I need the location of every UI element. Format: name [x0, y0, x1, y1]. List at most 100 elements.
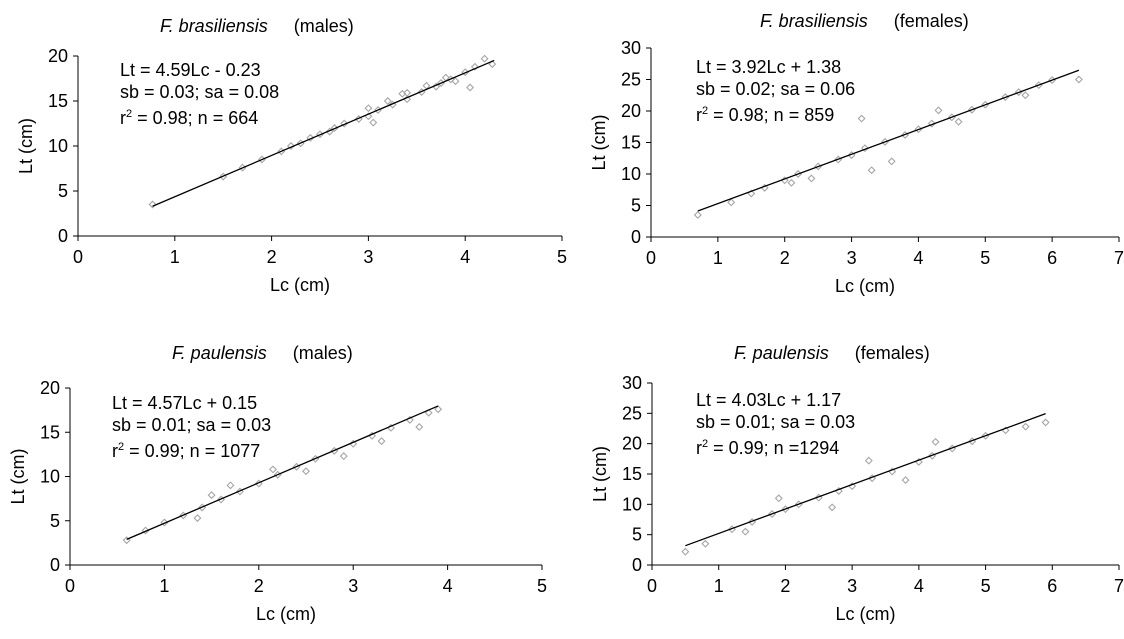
- data-point: [864, 456, 873, 465]
- x-tick-label: 4: [914, 576, 924, 596]
- regression-equation: Lt = 4.59Lc - 0.23: [120, 60, 261, 80]
- data-point: [931, 437, 940, 446]
- scatter-plot: 0 1 2 3 4 5 0 5 10 15 20 Lc (cm) Lt (cm): [8, 378, 547, 624]
- x-tick-label: 3: [363, 247, 373, 267]
- data-point: [330, 124, 339, 132]
- scatter-plot: 0 1 2 3 4 5 6 7 0 5 10 15 20 25 30 Lc (cm) Lt (cm): [590, 373, 1124, 624]
- chart-title-sex: (females): [854, 343, 930, 363]
- r2-values: 0.98; n = 859: [728, 105, 835, 125]
- data-point: [434, 405, 443, 414]
- r2-prefix: r: [120, 108, 126, 128]
- x-axis-label: Lc (cm): [836, 604, 896, 624]
- data-point: [369, 118, 378, 127]
- y-tick-label: 20: [622, 434, 642, 454]
- r2-prefix: r: [112, 441, 118, 461]
- chart-title-sex: (males): [292, 343, 353, 363]
- y-tick-label: 5: [50, 511, 60, 531]
- y-tick-label: 10: [621, 164, 641, 184]
- data-point: [828, 503, 837, 512]
- data-point: [927, 119, 936, 128]
- x-axis-label: Lc (cm): [835, 276, 895, 296]
- data-point: [954, 117, 963, 126]
- data-point: [807, 174, 816, 183]
- r2-values: 0.98; n = 664: [152, 108, 259, 128]
- r2-equals: =: [708, 438, 729, 458]
- data-point: [887, 157, 896, 166]
- r-squared-n: r2 = 0.98; n = 664: [120, 103, 279, 129]
- x-tick-label: 5: [981, 576, 991, 596]
- y-tick-label: 0: [632, 555, 642, 575]
- data-point: [226, 481, 235, 490]
- data-point: [193, 514, 202, 523]
- chart-title: F. paulensis (females): [734, 343, 930, 364]
- data-point: [302, 467, 310, 476]
- r2-prefix: r: [696, 105, 702, 125]
- regression-line: [697, 69, 1080, 212]
- data-point: [1074, 75, 1083, 84]
- data-point: [415, 422, 424, 431]
- x-tick-label: 6: [1047, 576, 1057, 596]
- chart-title-species: F. brasiliensis: [160, 16, 268, 36]
- r2-values: 0.99; n =1294: [728, 438, 840, 458]
- standard-errors: sb = 0.03; sa = 0.08: [120, 82, 280, 102]
- y-axis-label: Lt (cm): [589, 115, 609, 171]
- x-tick-label: 4: [913, 248, 923, 268]
- data-point: [403, 88, 412, 97]
- regression-stats: Lt = 4.57Lc + 0.15 sb = 0.01; sa = 0.03 …: [112, 392, 271, 462]
- regression-stats: Lt = 4.59Lc - 0.23 sb = 0.03; sa = 0.08 …: [120, 59, 279, 129]
- x-tick-label: 1: [159, 576, 169, 596]
- x-tick-label: 6: [1047, 248, 1057, 268]
- x-tick-label: 7: [1114, 576, 1124, 596]
- r2-values: 0.99; n = 1077: [144, 441, 261, 461]
- data-point: [306, 133, 315, 142]
- x-tick-label: 0: [646, 248, 656, 268]
- chart-title-species: F. paulensis: [734, 343, 829, 363]
- data-point: [160, 518, 169, 527]
- data-point: [451, 77, 460, 86]
- r2-equals: =: [132, 108, 153, 128]
- y-tick-label: 10: [40, 467, 60, 487]
- chart-panel-brasiliensis-males: F. brasiliensis (males) 0 1 2 3 4 5 0 5 10 15 20 Lc …: [0, 0, 567, 320]
- data-point: [470, 62, 479, 71]
- scatter-plot: 0 1 2 3 4 5 6 7 0 5 10 15 20 25 30 Lc (cm) Lt (cm): [589, 38, 1124, 296]
- x-tick-label: 1: [714, 576, 724, 596]
- x-tick-label: 2: [780, 248, 790, 268]
- y-tick-label: 15: [621, 133, 641, 153]
- regression-equation: Lt = 3.92Lc + 1.38: [696, 57, 842, 77]
- regression-line: [152, 59, 495, 207]
- data-point: [867, 166, 876, 175]
- r-squared-n: r2 = 0.98; n = 859: [696, 100, 855, 126]
- standard-errors: sb = 0.01; sa = 0.03: [112, 415, 272, 435]
- x-tick-label: 2: [254, 576, 264, 596]
- chart-title: F. brasiliensis (females): [760, 11, 969, 32]
- r2-equals: =: [124, 441, 145, 461]
- data-point: [268, 465, 277, 474]
- x-tick-label: 5: [557, 247, 567, 267]
- x-axis-label: Lc (cm): [256, 604, 316, 624]
- y-tick-label: 30: [621, 38, 641, 58]
- data-point: [364, 104, 373, 113]
- regression-line: [126, 405, 439, 541]
- r2-prefix: r: [696, 438, 702, 458]
- data-point: [1041, 418, 1050, 427]
- y-tick-label: 5: [632, 525, 642, 545]
- data-point: [741, 527, 750, 536]
- y-tick-label: 30: [622, 373, 642, 393]
- y-tick-label: 15: [48, 91, 68, 111]
- data-point: [377, 437, 386, 446]
- x-axis-label: Lc (cm): [270, 275, 330, 295]
- y-tick-label: 5: [631, 196, 641, 216]
- standard-errors: sb = 0.02; sa = 0.06: [696, 79, 856, 99]
- data-point: [693, 210, 702, 219]
- x-tick-label: 3: [847, 248, 857, 268]
- chart-title-sex: (females): [893, 11, 969, 31]
- data-point: [901, 476, 910, 485]
- chart-panel-paulensis-females: F. paulensis (females) 0 1 2 3 4 5 6 7 0 5 10 15 20 25…: [562, 320, 1124, 639]
- data-point: [383, 97, 392, 105]
- y-tick-label: 5: [58, 181, 68, 201]
- chart-title: F. brasiliensis (males): [160, 16, 354, 37]
- data-point: [424, 408, 433, 417]
- x-tick-label: 0: [73, 247, 83, 267]
- r2-superscript: 2: [118, 441, 125, 453]
- data-point: [325, 127, 334, 136]
